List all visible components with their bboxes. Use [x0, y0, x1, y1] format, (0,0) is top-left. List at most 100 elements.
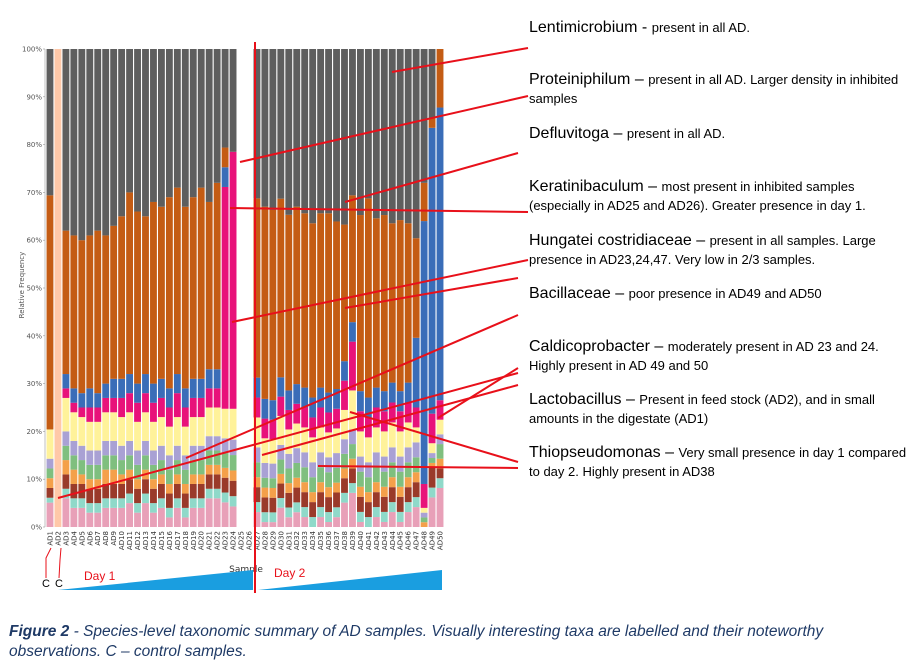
bar-segment-ad12-3	[134, 402, 141, 422]
bar-segment-ad35-0	[317, 49, 325, 214]
bar-segment-ad36-9	[325, 497, 333, 513]
bar-segment-ad13-5	[142, 440, 149, 456]
bar-segment-ad38-3	[341, 380, 348, 410]
bar-segment-ad19-0	[189, 49, 197, 198]
bar-segment-ad35-10	[317, 507, 325, 518]
bar-segment-ad30-11	[277, 507, 285, 527]
bar-segment-ad50-3	[436, 400, 444, 420]
bar-segment-ad48-3	[420, 483, 428, 508]
bar-segment-ad10-9	[118, 483, 126, 499]
bar-segment-ad39-5	[349, 429, 356, 445]
bar-segment-ad14-10	[150, 503, 157, 513]
bar-segment-ad48-1	[420, 182, 428, 222]
bar-segment-ad17-11	[173, 507, 181, 527]
bar-segment-ad23-3	[221, 186, 229, 409]
callout-line	[317, 465, 519, 469]
bar-segment-ad16-11	[165, 517, 173, 527]
bar-segment-ad21-0	[205, 49, 213, 202]
bar-segment-ad47-4	[412, 427, 420, 443]
bar-segment-ad31-10	[285, 507, 293, 518]
y-tick-label: 0%	[31, 524, 42, 532]
bar-segment-ad12-2	[134, 383, 141, 403]
bar-segment-ad1-11	[46, 502, 54, 527]
taxon-name: Hungatei costridiaceae –	[529, 232, 706, 249]
bar-segment-ad46-10	[404, 502, 412, 513]
bar-segment-ad24-0	[229, 49, 237, 152]
bar-segment-ad42-0	[372, 49, 380, 219]
bar-segment-ad11-11	[126, 503, 134, 527]
bar-segment-ad8-10	[102, 498, 110, 508]
bar-segment-ad9-2	[110, 378, 118, 398]
x-tick-label: AD28	[261, 531, 269, 550]
bar-segment-ad29-6	[269, 478, 277, 488]
bar-segment-ad7-10	[94, 503, 102, 513]
x-tick-label: AD36	[325, 530, 333, 550]
bar-segment-ad32-4	[293, 423, 301, 449]
bar-segment-ad44-2	[388, 382, 396, 403]
bar-segment-ad44-3	[388, 402, 396, 423]
bar-segment-ad46-4	[404, 422, 412, 448]
bar-segment-ad10-6	[118, 460, 126, 475]
bar-segment-ad6-7	[86, 479, 94, 489]
y-tick-label: 50%	[26, 285, 42, 293]
bar-segment-ad9-5	[110, 440, 118, 456]
bar-segment-ad11-6	[126, 455, 134, 470]
bar-segment-ad1-10	[46, 497, 54, 503]
bar-segment-ad49-6	[428, 458, 436, 463]
bar-segment-ad19-6	[189, 460, 197, 475]
bar-segment-ad9-10	[110, 498, 118, 508]
bar-segment-ad34-3	[309, 417, 317, 438]
bar-segment-ad31-5	[285, 453, 293, 469]
bar-segment-ad16-10	[165, 507, 173, 518]
bar-segment-ad27-2	[253, 377, 261, 398]
bar-segment-ad40-3	[356, 411, 364, 432]
x-tick-label: AD32	[293, 531, 301, 550]
figure-caption: Figure 2 - Species-level taxonomic summa…	[9, 622, 909, 662]
bar-segment-ad18-4	[181, 426, 189, 456]
bar-segment-ad36-6	[325, 472, 333, 488]
bar-segment-ad24-6	[229, 455, 237, 471]
x-tick-label: AD44	[389, 530, 397, 550]
bar-segment-ad40-0	[356, 49, 364, 216]
bar-segment-ad27-3	[253, 397, 261, 418]
y-tick-label: 90%	[26, 93, 42, 101]
bar-segment-ad9-11	[110, 507, 118, 527]
bar-segment-ad27-11	[253, 512, 261, 527]
taxon-name: Proteiniphilum –	[529, 71, 644, 88]
bar-segment-ad33-7	[301, 482, 309, 493]
bar-segment-ad22-5	[213, 436, 221, 451]
x-tick-label: AD35	[317, 531, 325, 550]
bar-segment-ad21-11	[205, 498, 213, 527]
bar-segment-ad32-10	[293, 502, 301, 513]
bar-segment-ad21-7	[205, 464, 213, 475]
bar-segment-ad23-1	[221, 147, 229, 168]
bar-segment-ad45-3	[396, 411, 404, 432]
bar-segment-ad4-10	[70, 498, 78, 508]
taxon-name: Caldicoprobacter –	[529, 338, 664, 355]
bar-segment-ad44-10	[388, 502, 396, 513]
bar-segment-ad5-1	[78, 240, 86, 394]
bar-segment-ad49-4	[428, 443, 436, 454]
x-tick-label: AD38	[341, 531, 349, 550]
bar-segment-ad36-5	[325, 457, 333, 473]
bar-segment-ad39-0	[349, 49, 356, 196]
callout-line	[231, 259, 529, 323]
bar-segment-ad10-0	[118, 49, 126, 217]
bar-segment-ad28-7	[261, 487, 269, 498]
bar-segment-ad43-7	[380, 486, 388, 497]
bar-segment-ad35-9	[317, 492, 325, 508]
bar-segment-ad23-2	[221, 167, 229, 187]
bar-segment-ad17-1	[173, 187, 181, 375]
bar-segment-ad12-5	[134, 450, 141, 465]
bar-segment-ad50-11	[436, 487, 444, 527]
bar-segment-ad37-11	[333, 517, 340, 527]
bar-segment-ad48-7	[420, 522, 428, 527]
bar-segment-ad15-11	[157, 507, 165, 527]
bar-segment-ad6-0	[86, 49, 94, 236]
bar-segment-ad20-4	[197, 417, 205, 446]
bar-segment-ad41-7	[364, 492, 372, 503]
bar-segment-ad4-1	[70, 235, 78, 389]
bar-segment-ad37-6	[333, 467, 340, 483]
bar-segment-ad40-9	[356, 496, 364, 512]
bar-segment-ad8-7	[102, 469, 110, 484]
